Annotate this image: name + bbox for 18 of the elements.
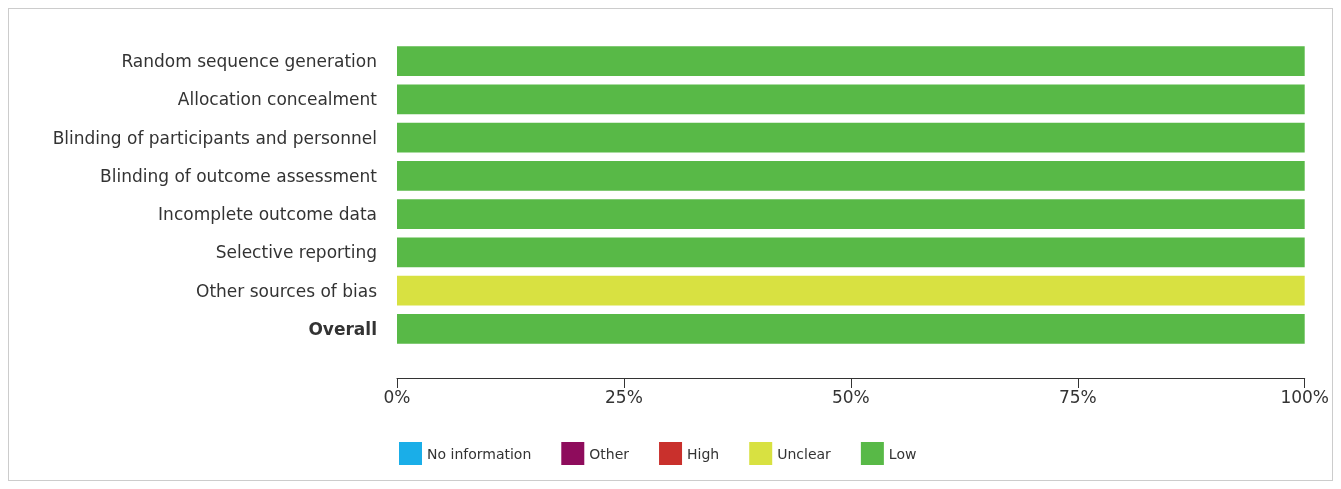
x-tick-label: 0% — [383, 386, 411, 407]
legend-label: High — [687, 445, 720, 462]
y-tick-label: Other sources of bias — [196, 280, 378, 301]
y-tick-label: Blinding of outcome assessment — [100, 165, 378, 186]
y-tick-label: Selective reporting — [215, 242, 377, 263]
y-tick-label: Blinding of participants and personnel — [52, 127, 377, 148]
legend-label: Low — [888, 445, 917, 462]
y-tick-label: Random sequence generation — [121, 51, 377, 72]
x-tick-label: 50% — [831, 386, 870, 407]
legend-label: Unclear — [777, 445, 832, 462]
x-tick-label: 25% — [605, 386, 643, 407]
y-tick-label: Overall — [308, 318, 377, 339]
legend-label: No information — [427, 445, 532, 462]
legend-label: Other — [589, 445, 630, 462]
x-tick-label: 75% — [1058, 386, 1097, 407]
y-tick-label: Allocation concealment — [177, 89, 378, 110]
x-tick-label: 100% — [1280, 386, 1329, 407]
y-tick-label: Incomplete outcome data — [158, 204, 377, 225]
